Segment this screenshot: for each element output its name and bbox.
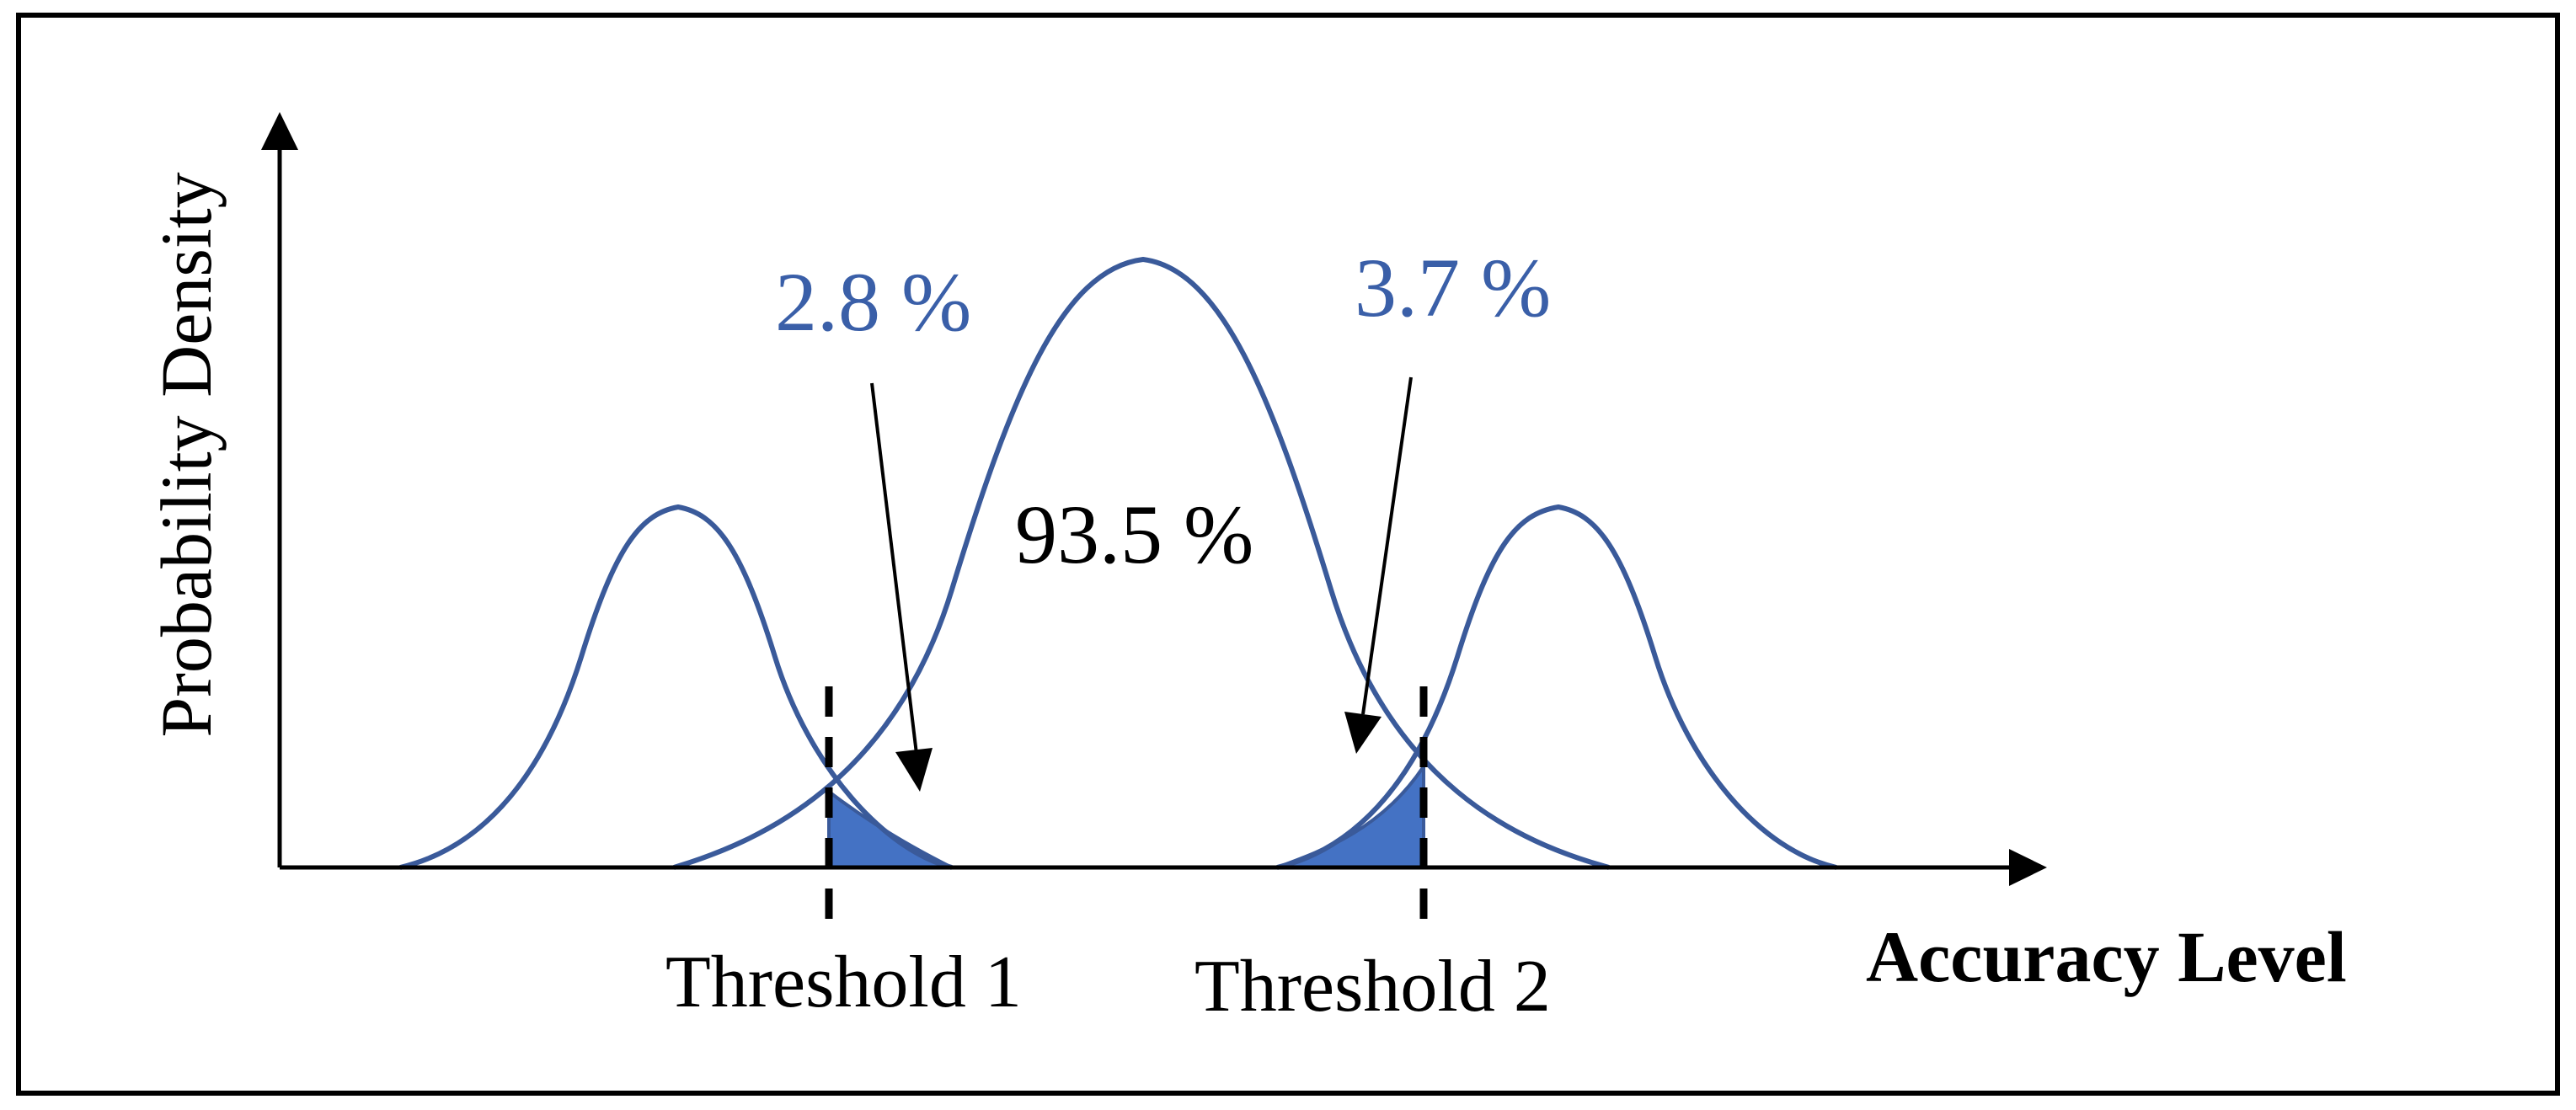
left-pointer-arrow bbox=[870, 382, 918, 755]
y-axis-label: Probability Density bbox=[146, 172, 227, 737]
left-pointer-arrowhead bbox=[895, 748, 933, 792]
right-overlap-percentage: 3.7 % bbox=[1355, 241, 1551, 334]
right-pointer-arrow bbox=[1361, 376, 1413, 715]
threshold-1-label: Threshold 1 bbox=[665, 942, 1022, 1023]
y-axis-arrowhead bbox=[261, 112, 298, 150]
x-axis-label: Accuracy Level bbox=[1866, 916, 2347, 997]
left-overlap-percentage: 2.8 % bbox=[775, 255, 971, 349]
center-percentage: 93.5 % bbox=[1015, 488, 1253, 581]
right-distribution-curve bbox=[1276, 504, 1837, 870]
left-overlap-region bbox=[827, 787, 953, 869]
left-distribution-curve bbox=[399, 504, 953, 870]
center-distribution-curve bbox=[673, 256, 1610, 870]
right-overlap-region bbox=[1276, 760, 1425, 869]
figure-frame bbox=[16, 13, 2560, 1096]
right-pointer-arrowhead bbox=[1344, 712, 1382, 754]
threshold-2-label: Threshold 2 bbox=[1194, 946, 1551, 1027]
x-axis-arrowhead bbox=[2009, 849, 2047, 886]
